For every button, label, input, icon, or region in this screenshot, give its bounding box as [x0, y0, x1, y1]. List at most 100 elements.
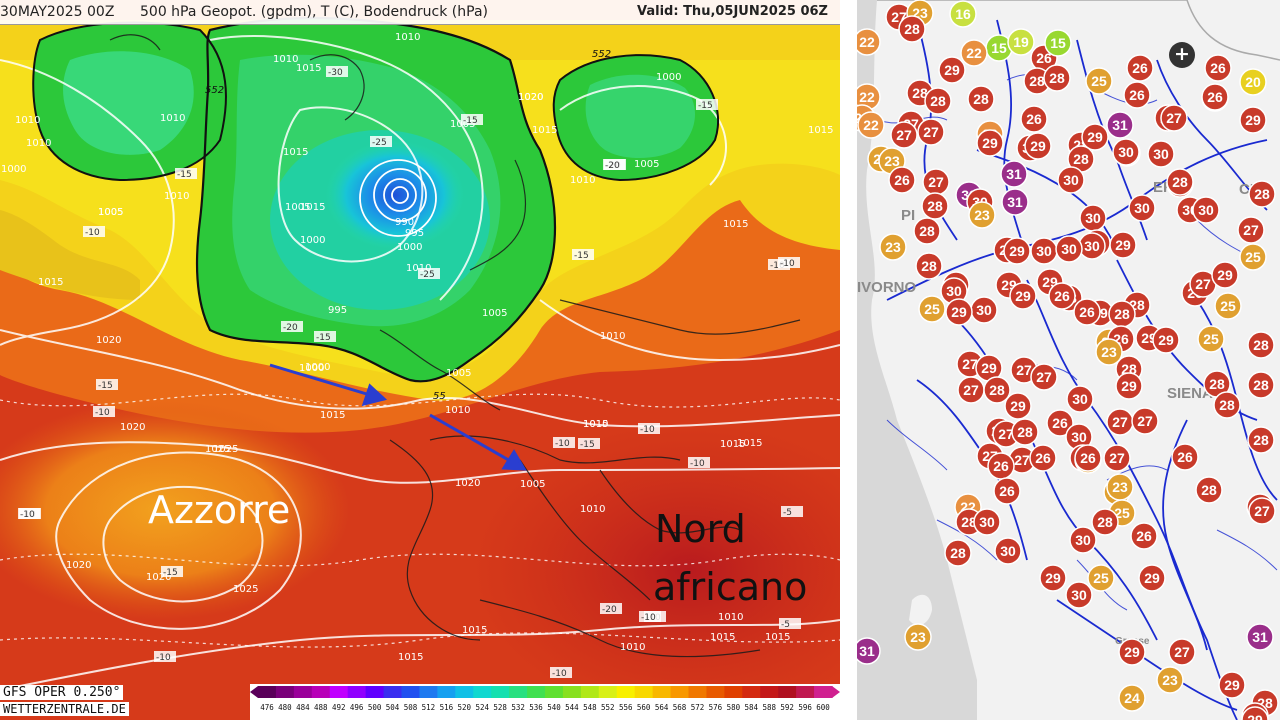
- station-map-panel[interactable]: PIIVORNOSIENAFIECEGrosse 272316222822151…: [857, 0, 1280, 720]
- station-temperature: 26: [999, 483, 1015, 499]
- station-marker[interactable]: [1044, 29, 1072, 57]
- station-marker[interactable]: [1126, 54, 1154, 82]
- station-marker[interactable]: [890, 121, 918, 149]
- station-marker[interactable]: [1156, 666, 1184, 694]
- station-marker[interactable]: [944, 539, 972, 567]
- station-marker[interactable]: [924, 87, 952, 115]
- station-marker[interactable]: [1055, 235, 1083, 263]
- station-marker[interactable]: [1043, 64, 1071, 92]
- station-marker[interactable]: [1197, 325, 1225, 353]
- station-marker[interactable]: [1131, 407, 1159, 435]
- station-marker[interactable]: [1247, 331, 1275, 359]
- station-marker[interactable]: [1024, 132, 1052, 160]
- station-marker[interactable]: [945, 298, 973, 326]
- station-marker[interactable]: [1081, 123, 1109, 151]
- station-marker[interactable]: [1029, 444, 1057, 472]
- station-marker[interactable]: [1103, 444, 1131, 472]
- station-marker[interactable]: [904, 623, 932, 651]
- station-marker[interactable]: [1011, 418, 1039, 446]
- zoom-in-button[interactable]: +: [1169, 42, 1195, 68]
- station-marker[interactable]: [915, 252, 943, 280]
- station-marker[interactable]: [976, 129, 1004, 157]
- station-marker[interactable]: [918, 295, 946, 323]
- station-marker[interactable]: [1204, 54, 1232, 82]
- station-marker[interactable]: [1160, 104, 1188, 132]
- station-marker[interactable]: [1147, 140, 1175, 168]
- station-marker[interactable]: [994, 537, 1022, 565]
- station-marker[interactable]: [1065, 581, 1093, 609]
- station-marker[interactable]: [1166, 168, 1194, 196]
- station-marker[interactable]: [1239, 243, 1267, 271]
- station-marker[interactable]: [1239, 106, 1267, 134]
- station-marker[interactable]: [857, 28, 881, 56]
- station-temperature: 30: [1085, 210, 1101, 226]
- station-marker[interactable]: [1106, 111, 1134, 139]
- station-marker[interactable]: [1095, 338, 1123, 366]
- station-marker[interactable]: [1211, 261, 1239, 289]
- station-marker[interactable]: [898, 15, 926, 43]
- station-marker[interactable]: [1001, 188, 1029, 216]
- station-marker[interactable]: [1085, 67, 1113, 95]
- station-marker[interactable]: [1074, 444, 1102, 472]
- station-marker[interactable]: [1152, 326, 1180, 354]
- station-marker[interactable]: [917, 118, 945, 146]
- station-marker[interactable]: [1007, 28, 1035, 56]
- station-marker[interactable]: [1239, 68, 1267, 96]
- station-marker[interactable]: [960, 39, 988, 67]
- station-marker[interactable]: [1073, 298, 1101, 326]
- station-marker[interactable]: [857, 637, 881, 665]
- station-markers[interactable]: 2723162228221519261522292628282526262320…: [857, 0, 1279, 720]
- station-marker[interactable]: [1248, 180, 1276, 208]
- station-marker[interactable]: [1115, 372, 1143, 400]
- station-marker[interactable]: [1128, 194, 1156, 222]
- station-marker[interactable]: [1000, 160, 1028, 188]
- station-marker[interactable]: [1241, 706, 1269, 720]
- station-marker[interactable]: [1009, 282, 1037, 310]
- station-marker[interactable]: [993, 477, 1021, 505]
- station-marker[interactable]: [1246, 623, 1274, 651]
- station-marker[interactable]: [1201, 83, 1229, 111]
- station-marker[interactable]: [1195, 476, 1223, 504]
- station-marker[interactable]: [1247, 426, 1275, 454]
- station-marker[interactable]: [1123, 81, 1151, 109]
- station-marker[interactable]: [983, 376, 1011, 404]
- station-marker[interactable]: [1057, 166, 1085, 194]
- station-marker[interactable]: [968, 201, 996, 229]
- station-marker[interactable]: [1248, 497, 1276, 525]
- station-marker[interactable]: [1091, 508, 1119, 536]
- station-marker[interactable]: [1020, 105, 1048, 133]
- station-marker[interactable]: [1247, 371, 1275, 399]
- station-marker[interactable]: [1004, 392, 1032, 420]
- station-marker[interactable]: [1046, 409, 1074, 437]
- station-marker[interactable]: [949, 0, 977, 28]
- station-marker[interactable]: [1192, 196, 1220, 224]
- station-marker[interactable]: [1168, 638, 1196, 666]
- station-marker[interactable]: [1039, 564, 1067, 592]
- station-marker[interactable]: [1118, 638, 1146, 666]
- station-marker[interactable]: [879, 233, 907, 261]
- temperature-label-bg: [696, 99, 718, 110]
- station-marker[interactable]: [921, 192, 949, 220]
- temperature-label-bg: [578, 438, 600, 449]
- station-marker[interactable]: [888, 166, 916, 194]
- station-marker[interactable]: [1048, 282, 1076, 310]
- station-marker[interactable]: [1069, 526, 1097, 554]
- station-marker[interactable]: [1213, 391, 1241, 419]
- station-marker[interactable]: [1130, 522, 1158, 550]
- station-marker[interactable]: [1087, 564, 1115, 592]
- station-marker[interactable]: [1118, 684, 1146, 712]
- station-marker[interactable]: [1003, 237, 1031, 265]
- station-marker[interactable]: [973, 508, 1001, 536]
- station-marker[interactable]: [1214, 292, 1242, 320]
- station-marker[interactable]: [857, 111, 885, 139]
- station-marker[interactable]: [1112, 138, 1140, 166]
- station-marker[interactable]: [1138, 564, 1166, 592]
- station-marker[interactable]: [1030, 363, 1058, 391]
- station-marker[interactable]: [1066, 385, 1094, 413]
- station-marker[interactable]: [1237, 216, 1265, 244]
- station-marker[interactable]: [938, 56, 966, 84]
- station-marker[interactable]: [913, 217, 941, 245]
- station-marker[interactable]: [967, 85, 995, 113]
- station-marker[interactable]: [1218, 671, 1246, 699]
- station-marker[interactable]: [1171, 443, 1199, 471]
